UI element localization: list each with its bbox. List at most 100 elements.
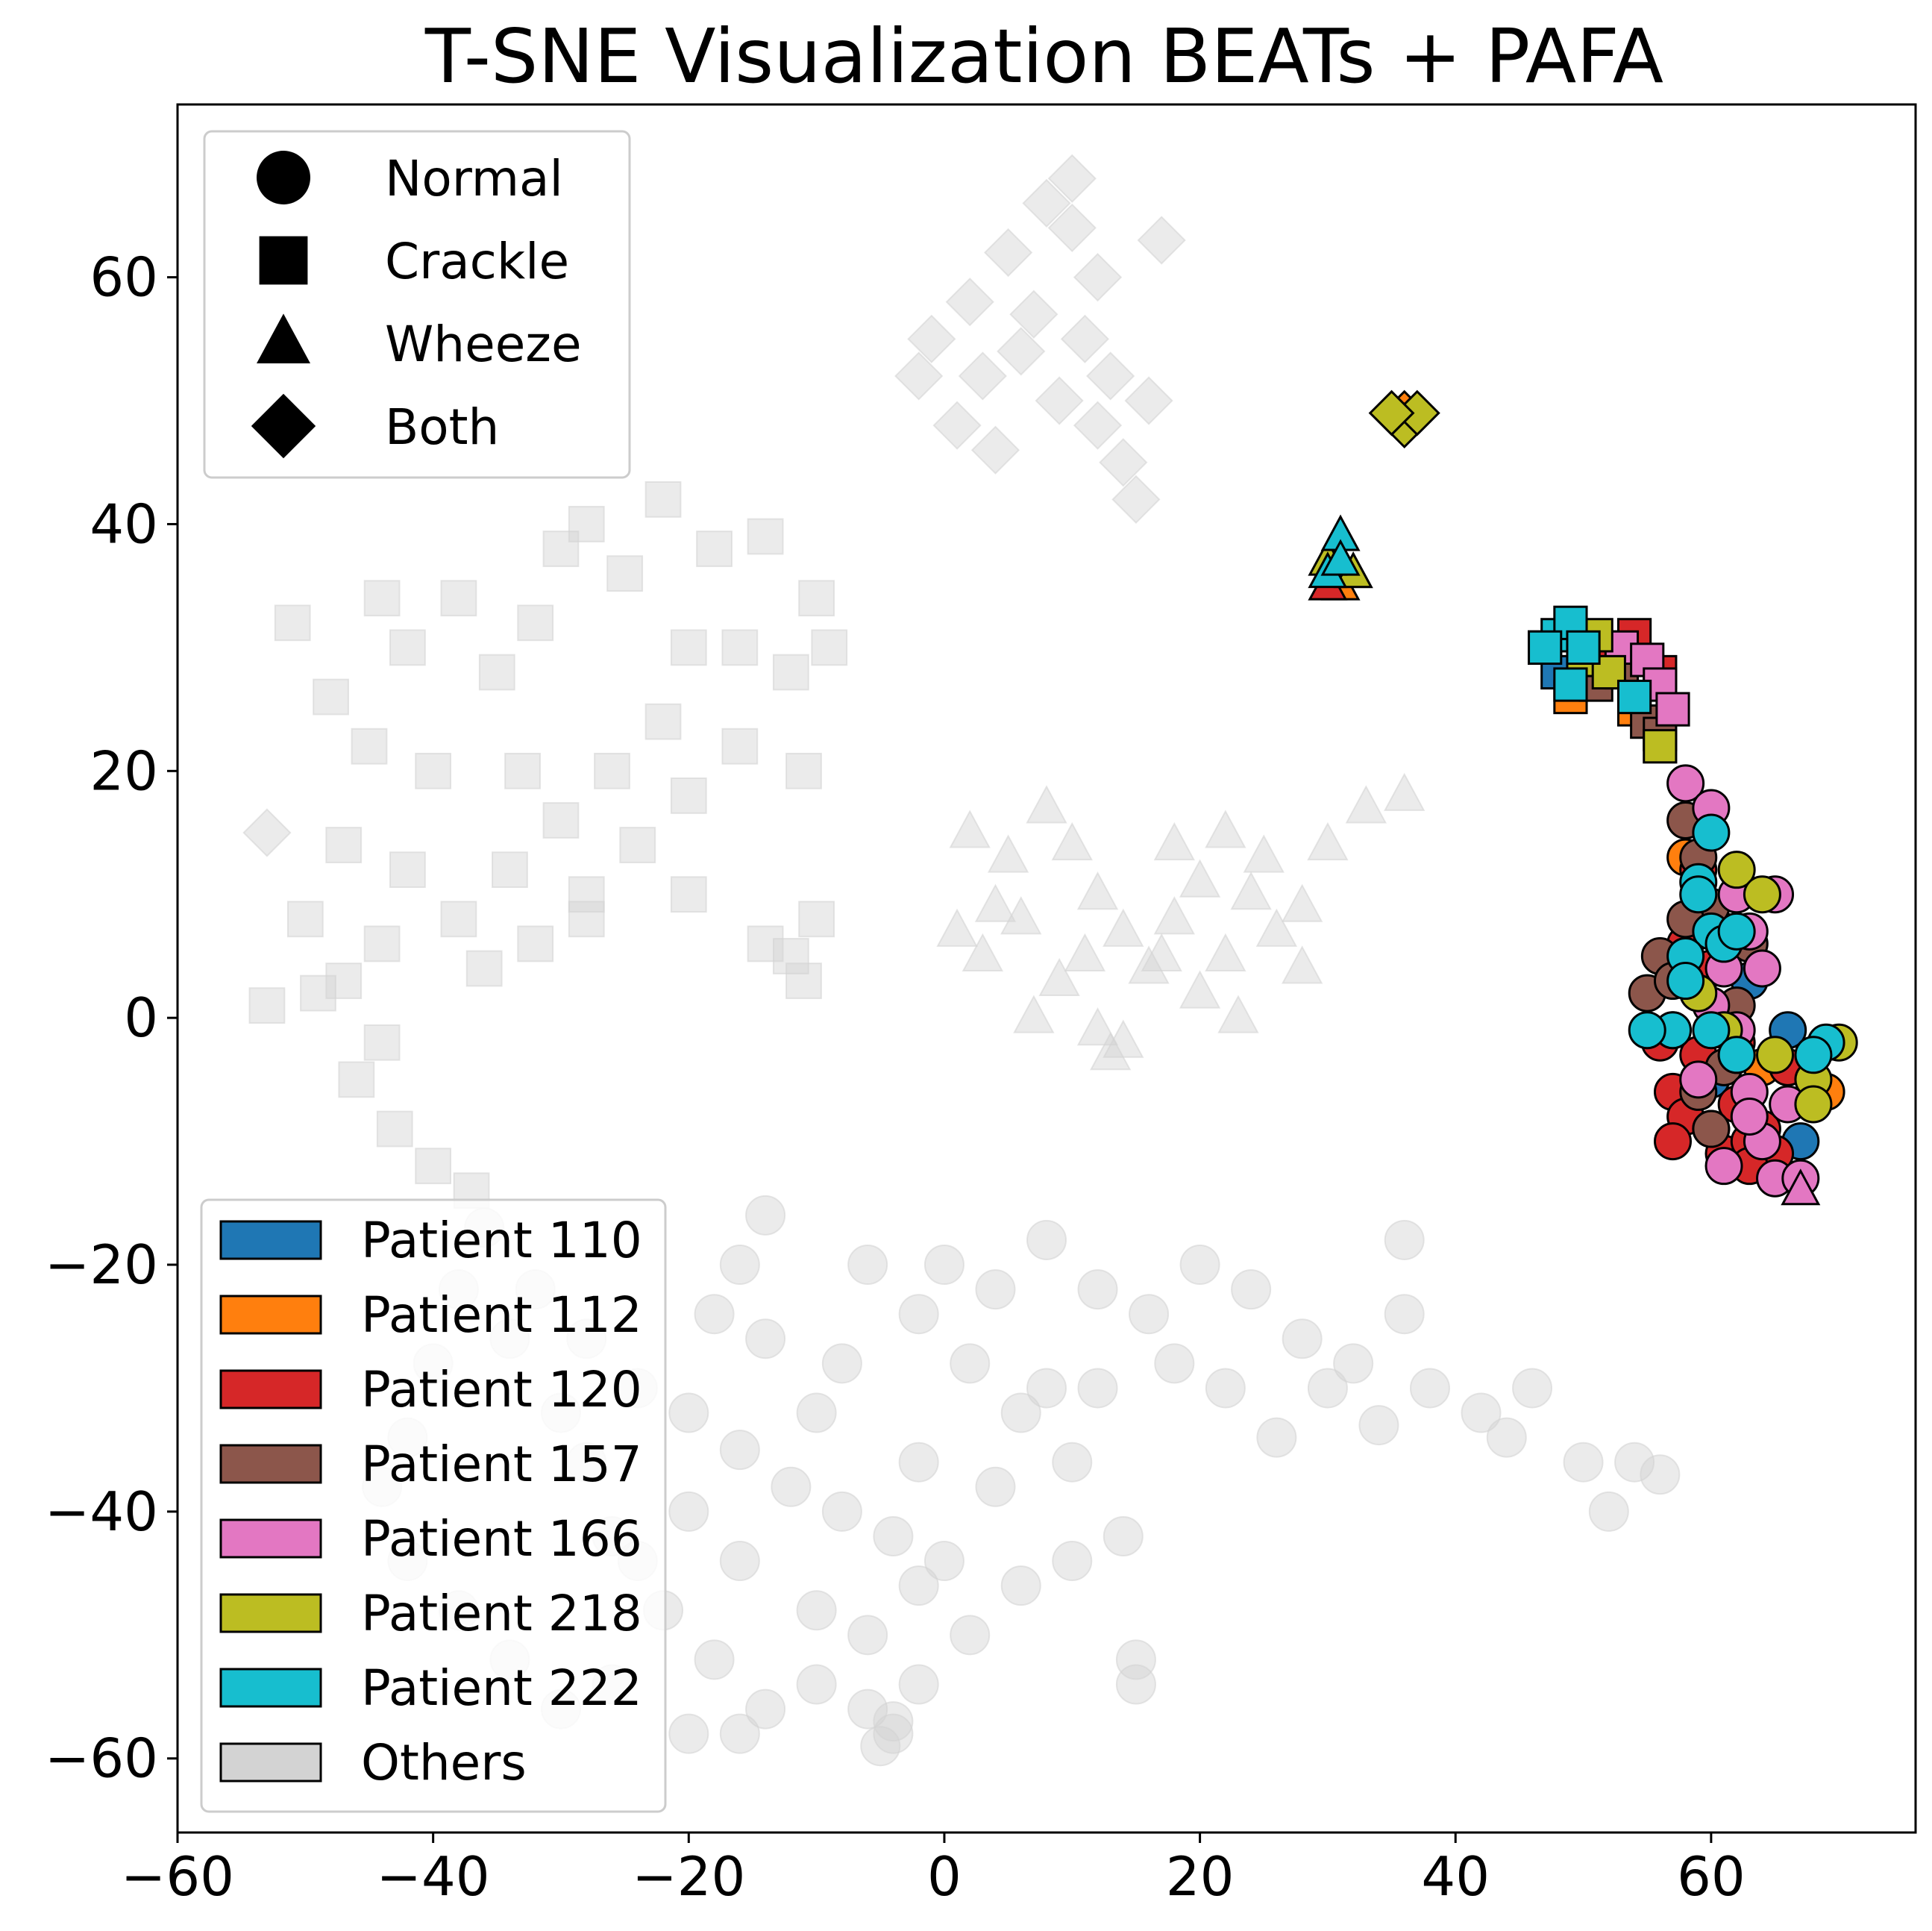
- others-point: [847, 1615, 888, 1656]
- others-point: [1179, 859, 1221, 898]
- patient-222-point: [1717, 1036, 1756, 1074]
- others-point: [644, 703, 682, 740]
- others-point: [696, 531, 733, 567]
- others-point: [517, 604, 554, 642]
- x-tick-label: 40: [1421, 1845, 1490, 1908]
- color-legend-label: Patient 112: [361, 1286, 642, 1344]
- others-point: [504, 752, 541, 789]
- others-point: [1333, 1343, 1374, 1384]
- y-tick-label: 0: [124, 986, 158, 1049]
- others-point: [1128, 945, 1170, 984]
- others-point: [796, 1590, 837, 1631]
- x-tick-label: 60: [1677, 1845, 1746, 1908]
- others-point: [440, 901, 477, 938]
- others-point: [440, 580, 477, 617]
- color-legend-label: Patient 218: [361, 1585, 642, 1642]
- others-point: [745, 1195, 786, 1236]
- others-point: [1345, 785, 1387, 824]
- others-point: [1205, 810, 1246, 848]
- x-tick-label: −20: [632, 1845, 745, 1908]
- patient-166-point: [1730, 1098, 1769, 1136]
- y-tick-label: −20: [45, 1233, 158, 1296]
- others-point: [1052, 1541, 1093, 1582]
- others-point: [1073, 252, 1123, 302]
- shape-legend: Normal Crackle Wheeze Both: [203, 130, 631, 479]
- patient-222-point: [1320, 539, 1361, 576]
- others-point: [1205, 1368, 1246, 1409]
- y-tick-label: 40: [90, 492, 158, 555]
- x-tick-label: 0: [927, 1845, 962, 1908]
- others-point: [1022, 178, 1071, 228]
- others-point: [745, 1318, 786, 1359]
- others-point: [873, 1701, 914, 1742]
- others-point: [1358, 1405, 1399, 1446]
- others-point: [1077, 1368, 1118, 1409]
- others-point: [670, 777, 707, 814]
- others-point: [1115, 1664, 1156, 1705]
- others-point: [1205, 933, 1246, 971]
- patient-166-point: [1655, 692, 1690, 727]
- patient-218-point: [1743, 875, 1781, 914]
- others-point: [606, 555, 644, 592]
- others-point: [975, 1269, 1016, 1310]
- others-point: [325, 963, 363, 999]
- others-point: [945, 278, 994, 327]
- others-point: [923, 1541, 965, 1582]
- others-point: [1384, 1219, 1425, 1260]
- shape-legend-label: Wheeze: [385, 316, 582, 373]
- others-point: [719, 1541, 760, 1582]
- others-point: [668, 1491, 709, 1532]
- patient-120-swatch: [219, 1369, 322, 1409]
- others-point: [242, 808, 292, 857]
- patient-222-point: [1794, 1036, 1833, 1074]
- others-point: [950, 1615, 991, 1656]
- others-point: [568, 901, 605, 938]
- others-point: [668, 1713, 709, 1754]
- others-point: [478, 654, 515, 691]
- color-legend-label: Patient 166: [361, 1510, 642, 1568]
- others-point: [1047, 154, 1097, 203]
- patient-218-swatch: [219, 1593, 322, 1633]
- others-point: [1060, 314, 1110, 363]
- others-point: [907, 314, 956, 363]
- others-point: [1000, 1565, 1041, 1606]
- others-point: [798, 901, 835, 938]
- shape-legend-frame: [203, 130, 631, 479]
- others-point: [1047, 203, 1097, 253]
- others-point: [796, 1664, 837, 1705]
- others-point: [1089, 1032, 1132, 1071]
- others-point: [1009, 290, 1058, 339]
- others-point: [975, 1466, 1016, 1507]
- others-point: [1124, 376, 1173, 425]
- others-point: [670, 876, 707, 913]
- others-point: [898, 1294, 939, 1335]
- x-tick-label: −40: [377, 1845, 490, 1908]
- others-point: [860, 1726, 901, 1767]
- others-point: [376, 1110, 413, 1148]
- others-point: [1179, 970, 1221, 1009]
- shape-legend-label: Crackle: [385, 233, 569, 290]
- others-point: [1000, 1392, 1041, 1433]
- color-legend-label: Patient 157: [361, 1436, 642, 1493]
- others-point: [1384, 1294, 1425, 1335]
- others-point: [542, 802, 580, 839]
- others-point: [389, 851, 426, 889]
- others-point: [1486, 1417, 1527, 1458]
- others-point: [923, 1245, 965, 1286]
- others-point: [619, 827, 656, 863]
- others-point: [1281, 945, 1323, 984]
- color-legend-label: Others: [361, 1734, 527, 1791]
- others-point: [1243, 834, 1285, 873]
- others-point: [389, 629, 426, 666]
- y-tick-label: −40: [45, 1480, 158, 1543]
- others-point: [1086, 351, 1135, 401]
- others-point: [747, 518, 784, 555]
- others-point: [962, 933, 1004, 971]
- others-point: [847, 1245, 888, 1286]
- y-axis: −60 −40 −20 0 20 40 60: [45, 246, 178, 1790]
- patient-points-layer: [1308, 389, 1858, 1206]
- others-point: [363, 925, 401, 963]
- normal-marker-icon: [257, 151, 310, 204]
- others-point: [898, 1565, 939, 1606]
